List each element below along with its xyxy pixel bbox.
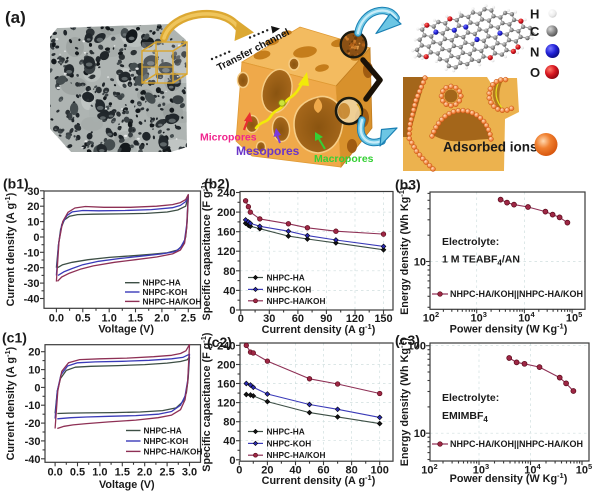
svg-text:120: 120 [217,398,235,410]
svg-text:Current density (A g-1): Current density (A g-1) [262,322,376,336]
svg-text:Macropores: Macropores [314,153,374,165]
svg-text:Specific capacitance (F g-1): Specific capacitance (F g-1) [199,181,213,321]
svg-text:Electrolyte:: Electrolyte: [442,236,499,248]
svg-text:-10: -10 [24,247,40,259]
svg-text:200: 200 [217,207,235,219]
svg-text:0.0: 0.0 [47,467,62,479]
svg-text:Electrolyte:: Electrolyte: [442,392,499,404]
svg-text:NHPC-KOH: NHPC-KOH [144,436,189,446]
svg-text:Adsorbed ions: Adsorbed ions [443,140,538,155]
svg-text:2.0: 2.0 [154,313,169,325]
svg-text:10: 10 [27,217,39,229]
svg-text:20: 20 [27,201,39,213]
svg-text:-20: -20 [24,263,40,275]
svg-text:NHPC-HA/KOH: NHPC-HA/KOH [144,446,203,456]
svg-text:2.0: 2.0 [137,467,152,479]
svg-text:0.5: 0.5 [70,467,85,479]
svg-text:120: 120 [217,246,235,258]
svg-text:0: 0 [33,232,39,244]
svg-text:-30: -30 [25,436,41,448]
svg-text:0: 0 [238,313,244,325]
svg-text:200: 200 [217,360,235,372]
svg-text:(c3): (c3) [395,332,420,348]
svg-text:Energy density (Wh Kg-1): Energy density (Wh Kg-1) [397,186,411,315]
svg-text:0: 0 [236,464,242,476]
svg-text:-20: -20 [25,418,41,430]
svg-text:40: 40 [223,285,235,297]
svg-text:1.5: 1.5 [115,467,130,479]
svg-text:H: H [530,7,539,22]
svg-text:-10: -10 [25,400,41,412]
svg-text:NHPC-HA: NHPC-HA [267,427,305,437]
svg-text:Micropores: Micropores [200,132,257,144]
svg-text:Power density (W Kg-1): Power density (W Kg-1) [450,322,568,336]
svg-text:160: 160 [217,227,235,239]
svg-text:-40: -40 [24,294,40,306]
svg-text:NHPC-HA: NHPC-HA [144,426,182,436]
svg-text:Current density (A g-1): Current density (A g-1) [3,192,17,306]
svg-text:(b1): (b1) [3,176,29,192]
svg-text:Mesopores: Mesopores [236,144,300,158]
svg-text:10: 10 [414,257,426,269]
svg-text:20: 20 [28,347,40,359]
svg-text:30: 30 [27,186,39,198]
svg-text:(b3): (b3) [395,177,421,193]
svg-text:Current density (A g-1): Current density (A g-1) [262,473,376,487]
svg-text:(c1): (c1) [2,330,27,346]
svg-text:80: 80 [223,417,235,429]
svg-text:NHPC-HA/KOH: NHPC-HA/KOH [143,296,202,306]
svg-text:(b2): (b2) [204,176,230,192]
svg-text:O: O [530,65,540,80]
svg-text:EMIMBF4: EMIMBF4 [442,410,488,424]
svg-text:Power density (W Kg-1): Power density (W Kg-1) [450,471,568,485]
svg-text:10: 10 [414,428,426,440]
svg-text:2.5: 2.5 [181,313,196,325]
svg-text:1 M TEABF4/AN: 1 M TEABF4/AN [442,254,520,268]
svg-text:3.0: 3.0 [182,467,197,479]
svg-text:N: N [530,45,539,60]
svg-text:10: 10 [28,365,40,377]
svg-text:Voltage (V): Voltage (V) [99,479,155,491]
svg-text:NHPC-KOH: NHPC-KOH [267,284,312,294]
svg-text:Energy density (Wh Kg-1): Energy density (Wh Kg-1) [397,337,411,466]
svg-text:2.5: 2.5 [159,467,174,479]
svg-text:-30: -30 [24,278,40,290]
svg-text:Specific capacitance (F g-1): Specific capacitance (F g-1) [199,332,213,472]
svg-text:1.0: 1.0 [92,467,107,479]
svg-text:NHPC-HA: NHPC-HA [267,273,305,283]
svg-text:160: 160 [217,379,235,391]
svg-text:NHPC-HA/KOH||NHPC-HA/KOH: NHPC-HA/KOH||NHPC-HA/KOH [450,439,583,449]
svg-text:Voltage (V): Voltage (V) [98,324,154,336]
svg-text:0: 0 [34,382,40,394]
svg-text:C: C [530,24,540,39]
svg-text:150: 150 [374,313,392,325]
svg-text:NHPC-HA/KOH||NHPC-HA/KOH: NHPC-HA/KOH||NHPC-HA/KOH [450,289,583,299]
svg-text:0.0: 0.0 [49,313,64,325]
svg-text:0: 0 [229,305,235,317]
svg-text:NHPC-HA/KOH: NHPC-HA/KOH [267,296,326,306]
svg-text:Current density (A g-1): Current density (A g-1) [3,346,17,460]
svg-text:0.5: 0.5 [75,313,90,325]
svg-text:40: 40 [223,436,235,448]
svg-text:NHPC-KOH: NHPC-KOH [267,438,312,448]
svg-text:0: 0 [229,455,235,467]
svg-text:-40: -40 [25,454,41,466]
svg-text:NHPC-HA/KOH: NHPC-HA/KOH [267,450,326,460]
svg-text:80: 80 [223,266,235,278]
svg-text:(c2): (c2) [207,334,232,350]
svg-text:(a): (a) [5,8,26,27]
